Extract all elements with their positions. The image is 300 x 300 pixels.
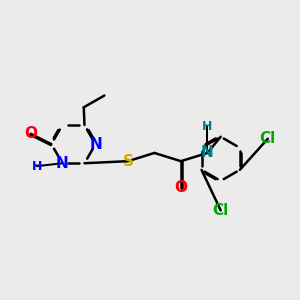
Text: Cl: Cl	[260, 131, 276, 146]
Text: N: N	[201, 146, 214, 160]
Text: N: N	[56, 156, 69, 171]
Text: H: H	[32, 160, 42, 173]
Text: S: S	[122, 154, 134, 169]
Text: O: O	[174, 180, 188, 195]
Text: Cl: Cl	[212, 203, 229, 218]
Text: O: O	[24, 126, 37, 141]
Text: H: H	[202, 120, 213, 133]
Text: N: N	[89, 136, 102, 152]
